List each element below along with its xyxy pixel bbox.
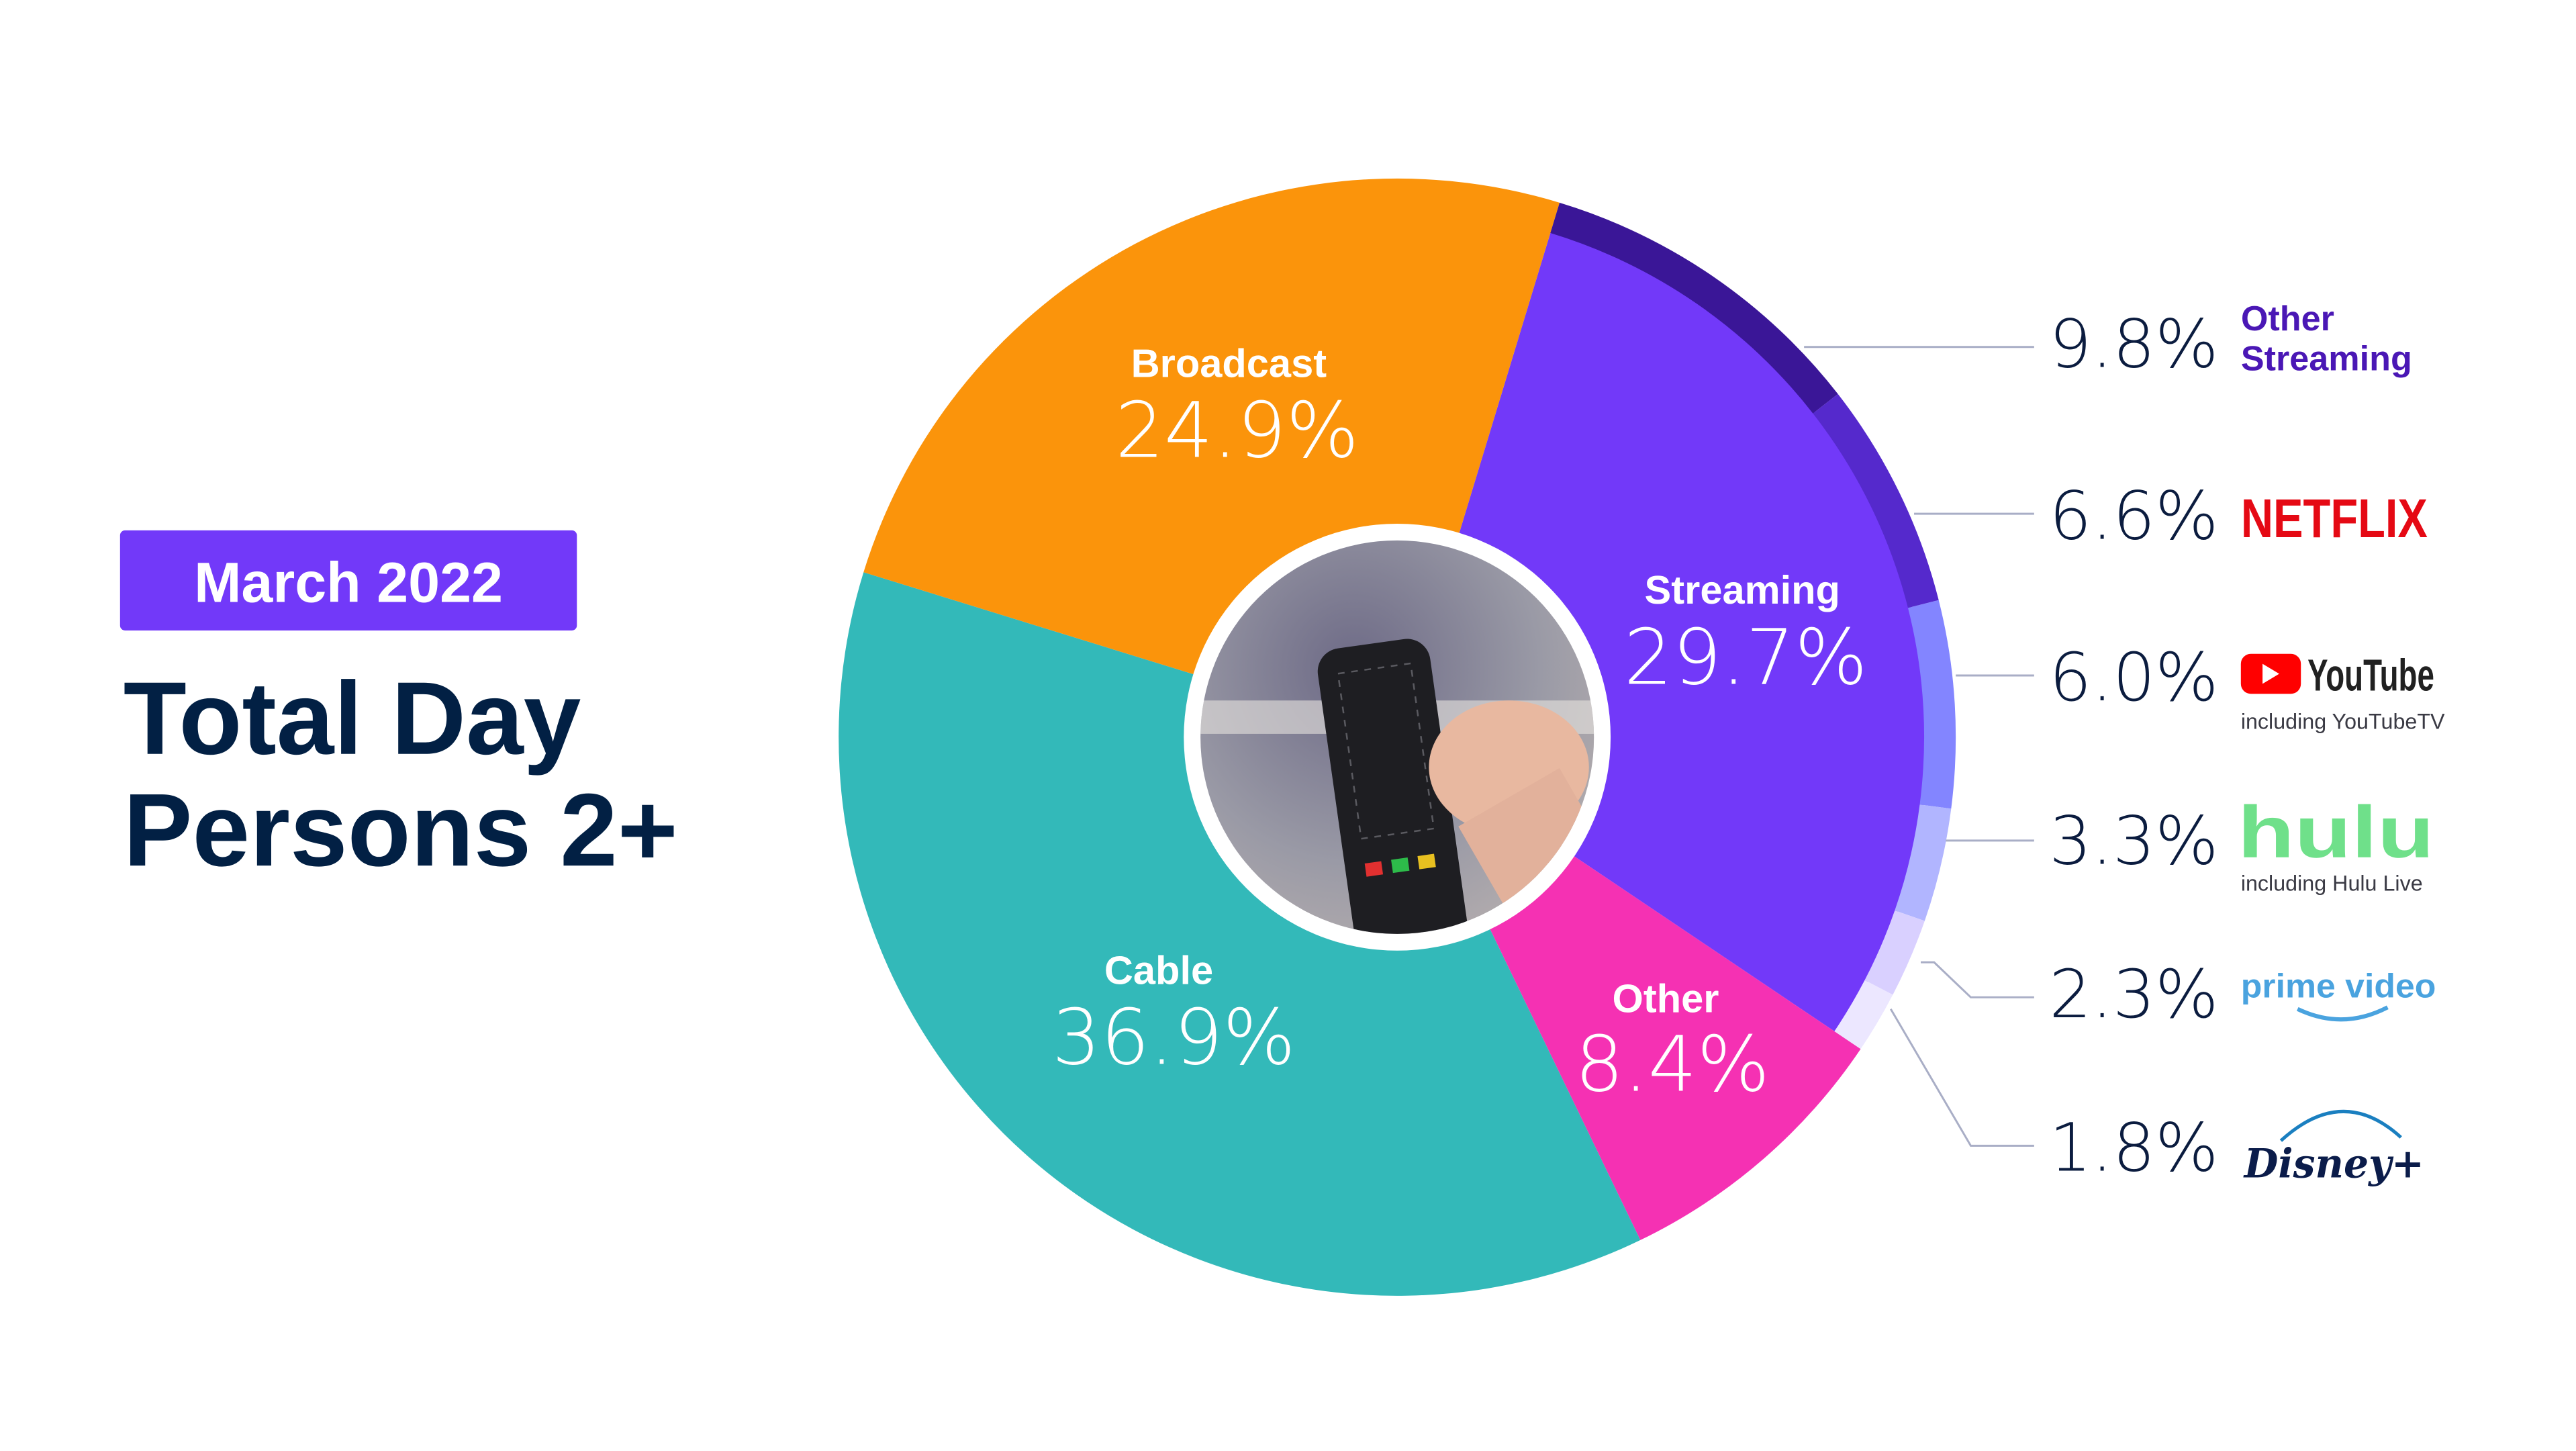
value-other-streaming: 9.8% xyxy=(2049,306,2218,383)
ring-segment-hulu xyxy=(1895,804,1952,921)
prime-smile-icon xyxy=(2296,1005,2389,1022)
leader-line-prime xyxy=(1920,961,2034,998)
value-youtube: 6.0% xyxy=(2049,639,2218,716)
ring-segment-disney- xyxy=(1834,980,1893,1049)
value-broadcast: 24.9% xyxy=(1115,386,1359,475)
value-streaming: 29.7% xyxy=(1624,612,1868,702)
youtube-logo: YouTube xyxy=(2240,650,2434,700)
youtube-note: including YouTubeTV xyxy=(2241,709,2445,733)
ring-segment-other-streaming xyxy=(1550,202,1838,414)
brand-other-streaming-line2: Streaming xyxy=(2241,340,2412,379)
netflix-logo: NETFLIX xyxy=(2241,488,2428,549)
label-cable: Cable xyxy=(1104,947,1213,992)
title-line-1: Total Day xyxy=(124,661,581,776)
value-prime: 2.3% xyxy=(2049,956,2218,1033)
youtube-wordmark: YouTube xyxy=(2307,650,2434,700)
tv-remote-photo xyxy=(1184,523,1611,951)
label-streaming: Streaming xyxy=(1645,567,1840,612)
breakdown-values: 9.8% 6.6% 6.0% 3.3% 2.3% 1.8% xyxy=(2049,306,2218,1187)
title-line-2: Persons 2+ xyxy=(124,772,678,888)
value-disney: 1.8% xyxy=(2049,1110,2218,1187)
donut-slices xyxy=(839,178,1927,1296)
label-broadcast: Broadcast xyxy=(1131,340,1327,385)
prime-video-wordmark: prime video xyxy=(2241,967,2436,1004)
brand-labels: Other Streaming NETFLIX YouTube including… xyxy=(2238,299,2445,1188)
slice-labels: Broadcast 24.9% Streaming 29.7% Cable 36… xyxy=(1052,340,1868,1109)
value-other: 8.4% xyxy=(1575,1019,1770,1109)
disney-plus-logo: Disney+ xyxy=(2243,1109,2424,1188)
brand-other-streaming: Other Streaming xyxy=(2241,299,2412,379)
ring-segment-youtube xyxy=(1907,600,1956,809)
hulu-logo: hulu xyxy=(2238,792,2434,874)
disney-arc-icon xyxy=(2279,1109,2402,1142)
value-hulu: 3.3% xyxy=(2049,803,2218,880)
slice-cable xyxy=(839,572,1641,1296)
label-other: Other xyxy=(1613,976,1719,1021)
hulu-note: including Hulu Live xyxy=(2241,871,2423,895)
slice-streaming xyxy=(1397,230,1927,1033)
ring-segment-netflix xyxy=(1813,393,1939,608)
period-badge: March 2022 xyxy=(120,530,577,630)
leader-lines xyxy=(1804,346,2034,1147)
period-badge-bg xyxy=(120,530,577,630)
disney-wordmark: Disney+ xyxy=(2243,1141,2424,1188)
streaming-breakdown-ring xyxy=(1550,202,1956,1049)
brand-other-streaming-line1: Other xyxy=(2241,299,2334,338)
period-badge-text: March 2022 xyxy=(194,551,503,614)
ring-segment-prime-video xyxy=(1864,910,1925,995)
leader-line-disney xyxy=(1889,1008,2034,1147)
value-cable: 36.9% xyxy=(1052,993,1296,1082)
value-netflix: 6.6% xyxy=(2049,477,2218,555)
remote-icon xyxy=(1317,639,1471,934)
prime-video-logo: prime video xyxy=(2241,967,2436,1022)
